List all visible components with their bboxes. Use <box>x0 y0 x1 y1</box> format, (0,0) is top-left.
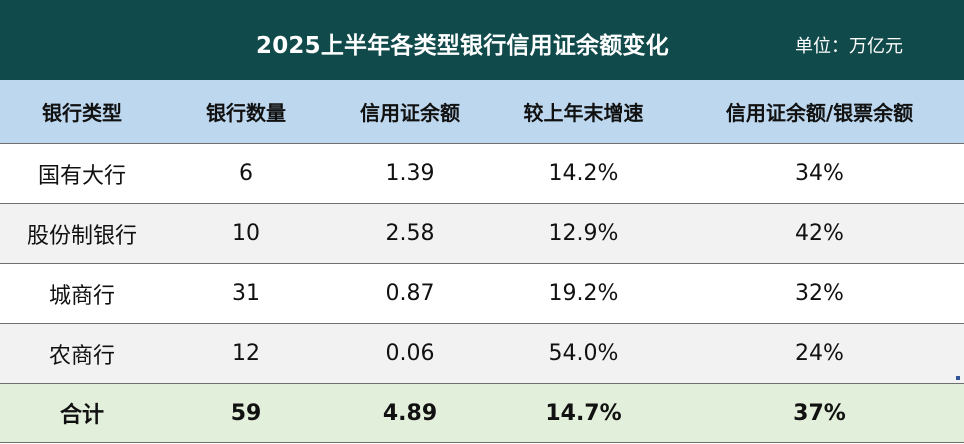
header-credit-balance: 信用证余额 <box>360 101 460 125</box>
header-row: 银行类型 银行数量 信用证余额 较上年末增速 信用证余额/银票余额 <box>0 80 964 144</box>
credit-ratio-cell: 24% <box>795 341 844 366</box>
credit-balance-cell: 1.39 <box>385 161 435 186</box>
bank-type-cell: 农商行 <box>48 343 115 369</box>
table-title: 2025上半年各类型银行信用证余额变化 <box>256 33 669 59</box>
table-row: 城商行 31 0.87 19.2% 32% <box>0 264 964 324</box>
credit-balance-cell: 2.58 <box>385 221 435 246</box>
bank-count-cell: 31 <box>232 281 260 306</box>
total-credit-balance-cell: 4.89 <box>382 400 438 426</box>
cell-fill-handle <box>956 376 960 380</box>
table-row: 股份制银行 10 2.58 12.9% 42% <box>0 204 964 264</box>
table-row: 农商行 12 0.06 54.0% 24% <box>0 324 964 384</box>
growth-rate-cell: 19.2% <box>548 281 619 306</box>
total-bank-count-cell: 59 <box>230 400 262 426</box>
bank-count-cell: 10 <box>232 221 260 246</box>
header-growth-rate: 较上年末增速 <box>523 101 644 125</box>
credit-ratio-cell: 34% <box>795 161 844 186</box>
bank-type-cell: 城商行 <box>48 283 115 309</box>
header-credit-ratio: 信用证余额/银票余额 <box>725 101 914 125</box>
header-bank-type: 银行类型 <box>42 101 122 125</box>
bank-type-cell: 国有大行 <box>37 163 126 189</box>
growth-rate-cell: 12.9% <box>548 221 619 246</box>
credit-ratio-cell: 32% <box>795 281 844 306</box>
bank-count-cell: 6 <box>239 161 253 186</box>
table-row: 国有大行 6 1.39 14.2% 34% <box>0 144 964 204</box>
header-bank-count: 银行数量 <box>206 101 286 125</box>
bank-type-cell: 股份制银行 <box>26 223 137 249</box>
total-growth-rate-cell: 14.7% <box>545 400 622 426</box>
growth-rate-cell: 54.0% <box>548 341 619 366</box>
total-row: 合计 59 4.89 14.7% 37% <box>0 384 964 443</box>
title-bar: 2025上半年各类型银行信用证余额变化 单位：万亿元 <box>0 0 964 80</box>
growth-rate-cell: 14.2% <box>548 161 619 186</box>
credit-ratio-cell: 42% <box>795 221 844 246</box>
total-credit-ratio-cell: 37% <box>793 400 846 426</box>
unit-label: 单位：万亿元 <box>795 36 903 57</box>
total-label-cell: 合计 <box>59 403 104 428</box>
bank-count-cell: 12 <box>232 341 260 366</box>
credit-balance-cell: 0.06 <box>385 341 435 366</box>
credit-balance-cell: 0.87 <box>385 281 435 306</box>
